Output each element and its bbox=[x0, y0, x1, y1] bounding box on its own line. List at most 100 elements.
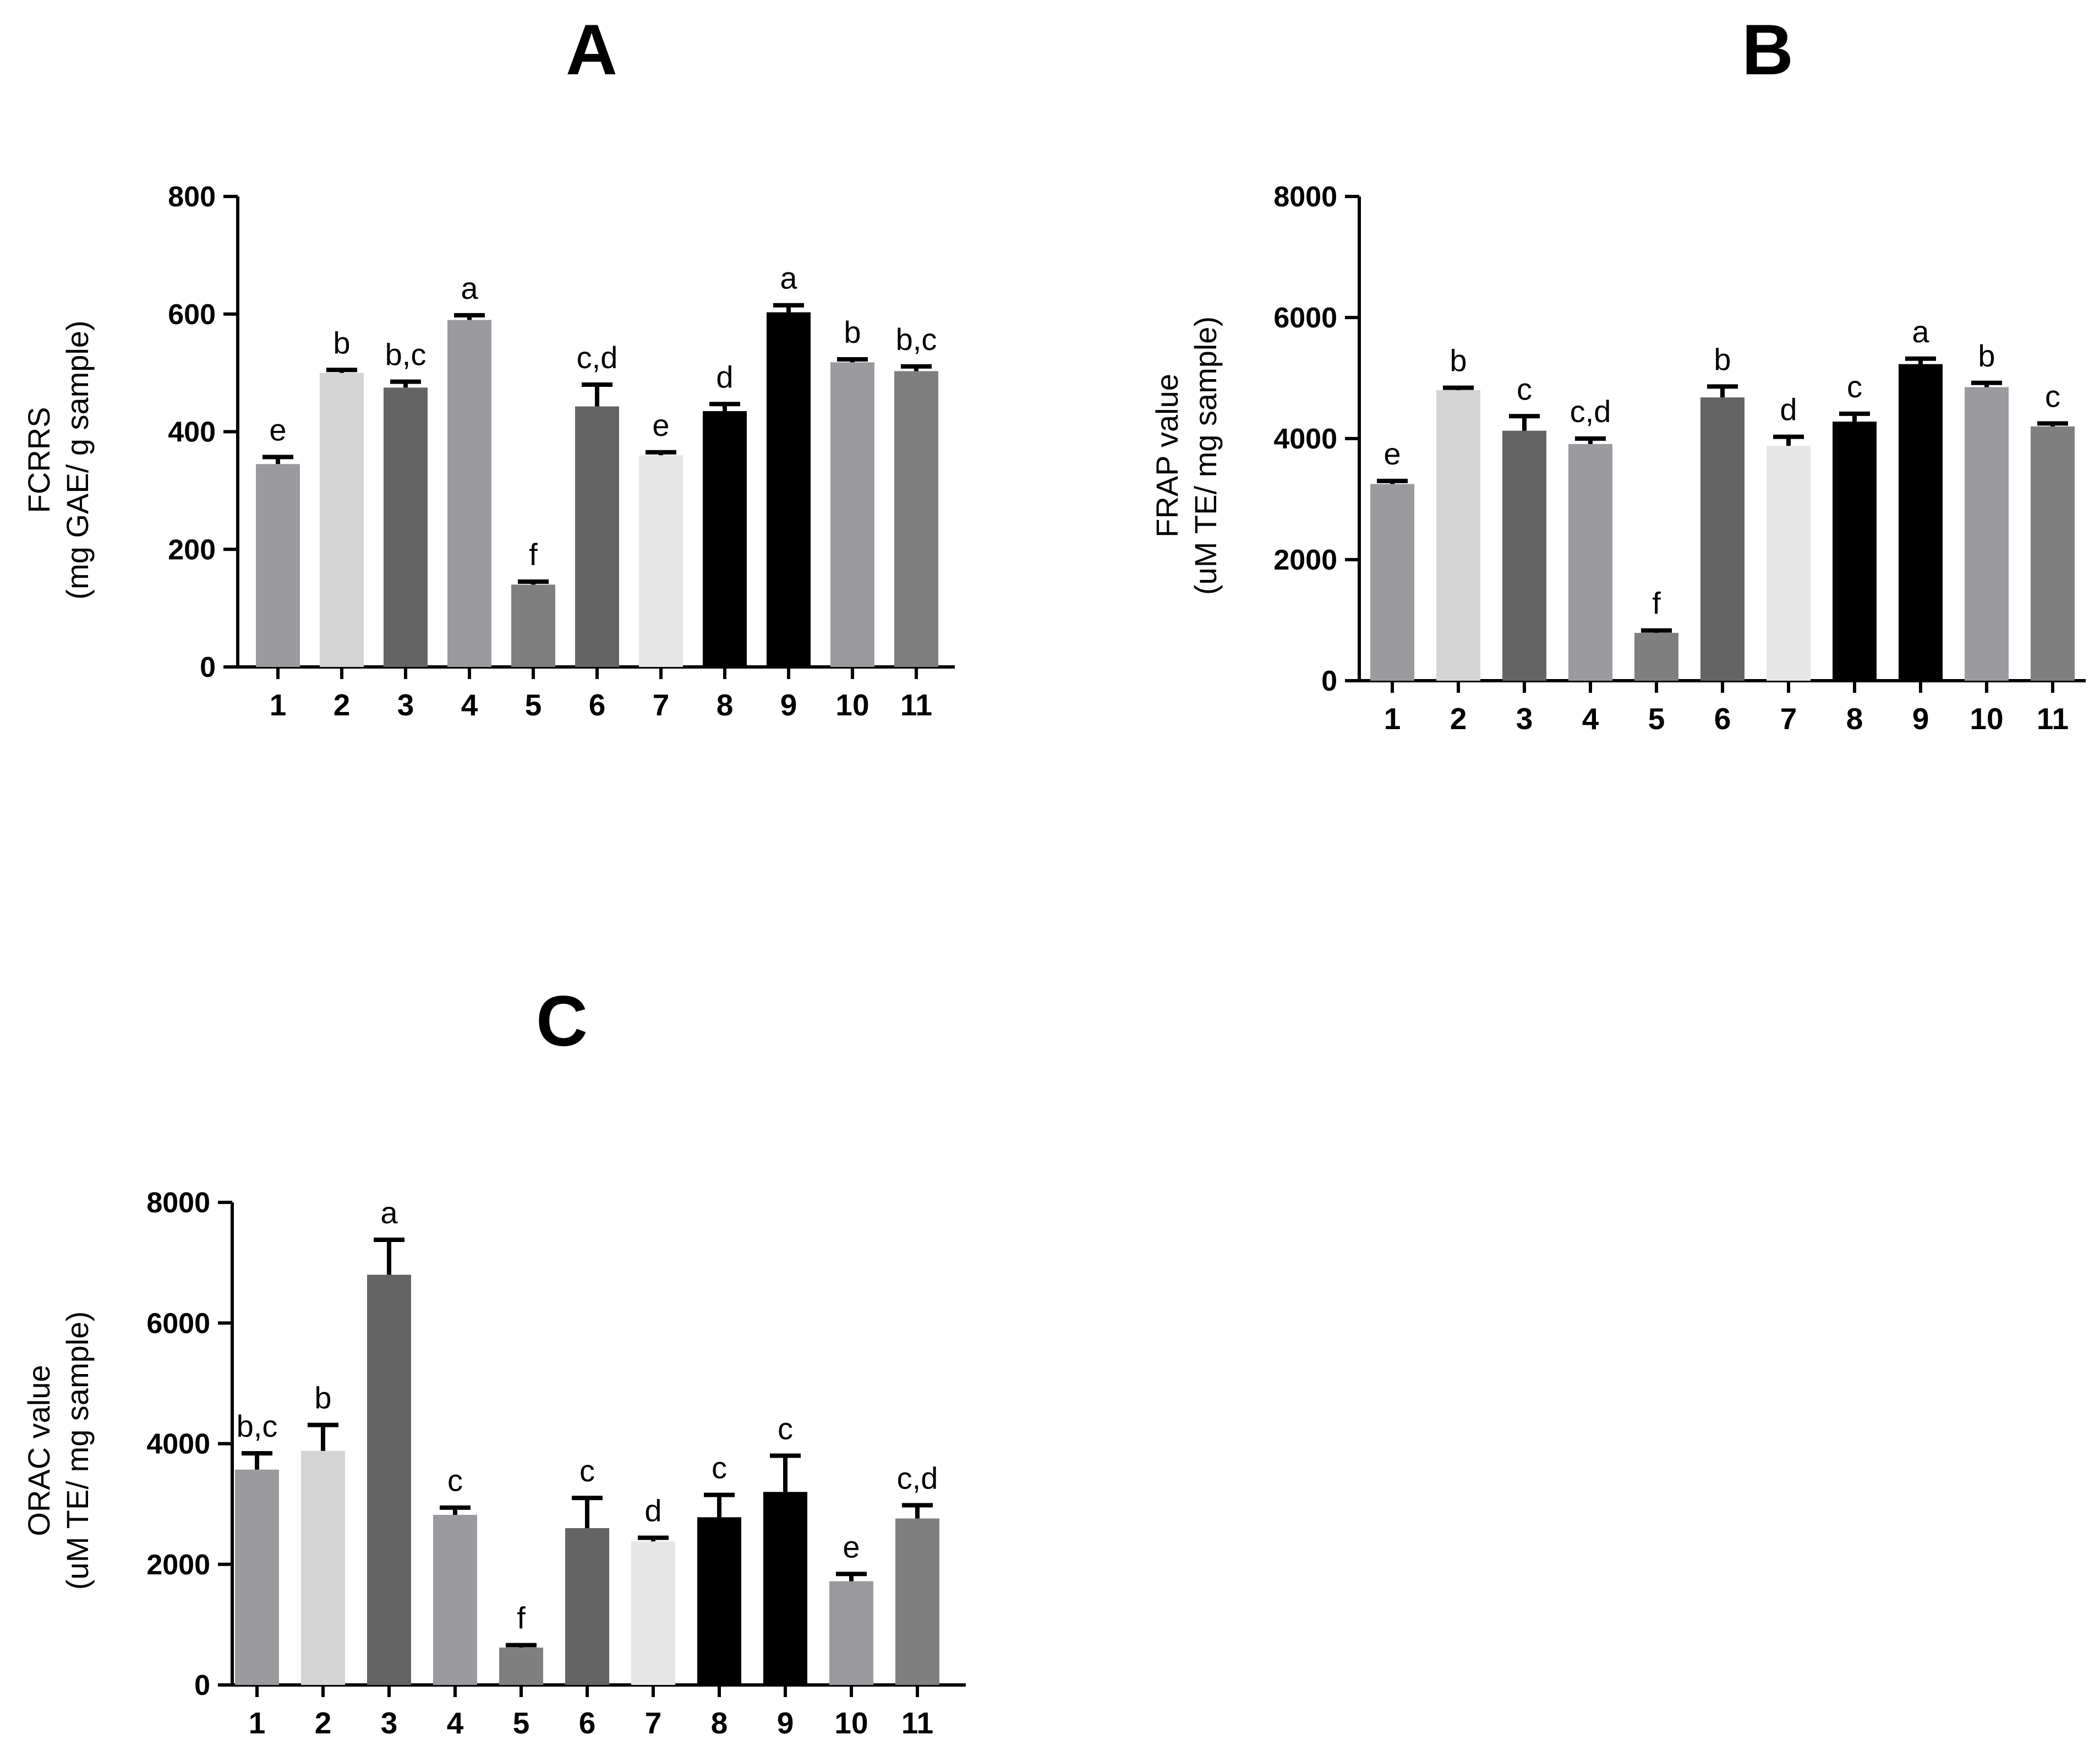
panel-c-x-tick-label: 5 bbox=[513, 1706, 530, 1740]
panel-a-y-tick-label: 400 bbox=[168, 417, 216, 448]
panel-b-x-tick-label: 4 bbox=[1582, 702, 1599, 736]
panel-b-bar bbox=[1833, 422, 1877, 681]
panel-c-significance-label: f bbox=[517, 1601, 526, 1635]
panel-c-x-tick-label: 1 bbox=[249, 1706, 266, 1740]
panel-c-title: C bbox=[536, 981, 588, 1061]
panel-a-bar bbox=[320, 373, 364, 667]
panel-a-x-tick-label: 11 bbox=[900, 688, 932, 722]
panel-a-bar bbox=[384, 387, 428, 667]
panel-a-plot-area: 0 200 400 600 800 1 e 2 b 3 b,c 4 a 5 f 6 c,d 7 e 8 d 9 a 10 b 11… bbox=[168, 181, 955, 722]
panel-a-x-tick-label: 10 bbox=[835, 688, 869, 722]
panel-c-x-tick-label: 3 bbox=[381, 1706, 398, 1740]
panel-b: B FRAP value (uM TE/ mg sample) 0 2000 400… bbox=[1150, 9, 2086, 736]
panel-b-x-tick-label: 6 bbox=[1714, 702, 1731, 736]
panel-b-bar bbox=[1436, 390, 1480, 681]
panel-c-bar bbox=[301, 1451, 345, 1685]
panel-a-significance-label: a bbox=[461, 271, 478, 305]
panel-b-bar bbox=[1634, 633, 1678, 681]
panel-c-x-tick-label: 10 bbox=[834, 1706, 868, 1740]
panel-c-significance-label: c bbox=[447, 1463, 463, 1498]
panel-b-significance-label: d bbox=[1780, 392, 1797, 427]
panel-b-significance-label: b bbox=[1714, 342, 1731, 376]
panel-c-significance-label: b,c bbox=[237, 1409, 278, 1443]
panel-a-significance-label: d bbox=[716, 359, 733, 394]
panel-a-x-tick-label: 5 bbox=[525, 688, 542, 722]
panel-a-significance-label: b bbox=[333, 325, 350, 360]
panel-b-y-axis-title-line-1: FRAP value bbox=[1150, 374, 1184, 538]
panel-c-bar bbox=[829, 1581, 873, 1685]
panel-b-x-tick-label: 5 bbox=[1648, 702, 1665, 736]
panel-c-x-tick-label: 6 bbox=[579, 1706, 596, 1740]
panel-a-y-tick-label: 0 bbox=[200, 652, 216, 683]
panel-c-bar bbox=[697, 1517, 741, 1685]
panel-c-significance-label: c bbox=[778, 1411, 793, 1446]
panel-b-significance-label: e bbox=[1383, 436, 1401, 471]
panel-a-y-axis-title-line-1: FCRRS bbox=[21, 407, 56, 513]
panel-b-significance-label: a bbox=[1912, 314, 1929, 349]
panel-a-bar bbox=[447, 320, 491, 667]
panel-c-y-axis-title-line-2: (uM TE/ mg sample) bbox=[60, 1311, 95, 1590]
panel-b-bar bbox=[1370, 484, 1414, 681]
panel-a-significance-label: b,c bbox=[896, 322, 937, 357]
panel-b-y-tick-label: 4000 bbox=[1273, 423, 1337, 455]
panel-c-y-tick-label: 6000 bbox=[146, 1307, 210, 1339]
panel-a-y-tick-label: 200 bbox=[168, 534, 216, 566]
panel-a-x-tick-label: 6 bbox=[589, 688, 606, 722]
panel-c-bar bbox=[433, 1514, 477, 1685]
panel-b-bar bbox=[1767, 446, 1811, 681]
panel-c-bar bbox=[565, 1528, 609, 1685]
panel-a-y-axis-title-line-2: (mg GAE/ g sample) bbox=[60, 320, 95, 599]
panel-b-significance-label: c bbox=[1847, 369, 1862, 404]
panel-c-significance-label: c bbox=[712, 1451, 727, 1485]
panel-a-significance-label: b bbox=[844, 315, 861, 349]
panel-b-bar bbox=[1502, 430, 1546, 681]
panel-a-bar bbox=[703, 411, 747, 667]
panel-c-y-tick-label: 2000 bbox=[146, 1549, 210, 1581]
panel-a-bar bbox=[639, 455, 683, 667]
panel-a-significance-label: b,c bbox=[385, 337, 426, 372]
panel-a-x-tick-label: 3 bbox=[397, 688, 414, 722]
panel-b-x-tick-label: 2 bbox=[1450, 702, 1467, 736]
panel-a-significance-label: c,d bbox=[577, 340, 618, 375]
panel-c-bar bbox=[367, 1274, 411, 1685]
panel-b-x-tick-label: 1 bbox=[1384, 702, 1401, 736]
panel-b-bar bbox=[1700, 397, 1744, 681]
panel-c-bar bbox=[895, 1518, 939, 1685]
panel-c-significance-label: c,d bbox=[897, 1460, 938, 1495]
panel-c-significance-label: c bbox=[579, 1453, 595, 1488]
panel-c-bar bbox=[499, 1648, 543, 1685]
panel-c-significance-label: e bbox=[843, 1529, 860, 1564]
panel-a-y-tick-label: 600 bbox=[168, 299, 216, 331]
panel-b-significance-label: f bbox=[1652, 586, 1661, 621]
panel-a-x-tick-label: 8 bbox=[717, 688, 734, 722]
panel-c-significance-label: b bbox=[314, 1381, 331, 1415]
panel-b-significance-label: c,d bbox=[1570, 394, 1611, 429]
panel-a-bar bbox=[511, 584, 555, 667]
panel-a-title: A bbox=[566, 9, 617, 90]
panel-c-x-tick-label: 11 bbox=[901, 1706, 933, 1740]
panel-c-significance-label: a bbox=[380, 1195, 398, 1230]
panel-a: A FCRRS (mg GAE/ g sample) 0 200 400 600 800… bbox=[21, 9, 955, 722]
panel-a-x-tick-label: 9 bbox=[780, 688, 797, 722]
panel-a-x-tick-label: 1 bbox=[270, 688, 287, 722]
panel-b-significance-label: b bbox=[1450, 343, 1467, 378]
panel-c-y-tick-label: 4000 bbox=[146, 1429, 210, 1460]
panel-c-bar bbox=[235, 1469, 279, 1685]
panel-b-y-axis-title-line-2: (uM TE/ mg sample) bbox=[1188, 316, 1223, 595]
panel-c-x-tick-label: 9 bbox=[777, 1706, 794, 1740]
panel-b-x-tick-label: 3 bbox=[1516, 702, 1533, 736]
panel-b-x-tick-label: 7 bbox=[1780, 702, 1797, 736]
panel-b-plot-area: 0 2000 4000 6000 8000 1 e 2 b 3 c 4 c,d 5 f 6 b 7 d 8 c 9 a 10 b… bbox=[1273, 181, 2086, 736]
panel-a-significance-label: e bbox=[269, 412, 286, 447]
panel-a-y-tick-label: 800 bbox=[168, 181, 216, 213]
panel-c-plot-area: 0 2000 4000 6000 8000 1 b,c 2 b 3 a 4 c 5 f 6 c 7 d 8 c 9 c 10 e… bbox=[146, 1187, 966, 1740]
panel-c-bar bbox=[631, 1541, 675, 1685]
panel-b-bar bbox=[2031, 426, 2075, 681]
panel-a-significance-label: a bbox=[780, 261, 797, 296]
panel-a-significance-label: f bbox=[529, 537, 538, 572]
panel-b-x-tick-label: 10 bbox=[1970, 702, 2003, 736]
panel-b-significance-label: c bbox=[2045, 379, 2060, 414]
panel-b-y-tick-label: 0 bbox=[1321, 665, 1337, 697]
panel-c-bar bbox=[763, 1492, 807, 1685]
